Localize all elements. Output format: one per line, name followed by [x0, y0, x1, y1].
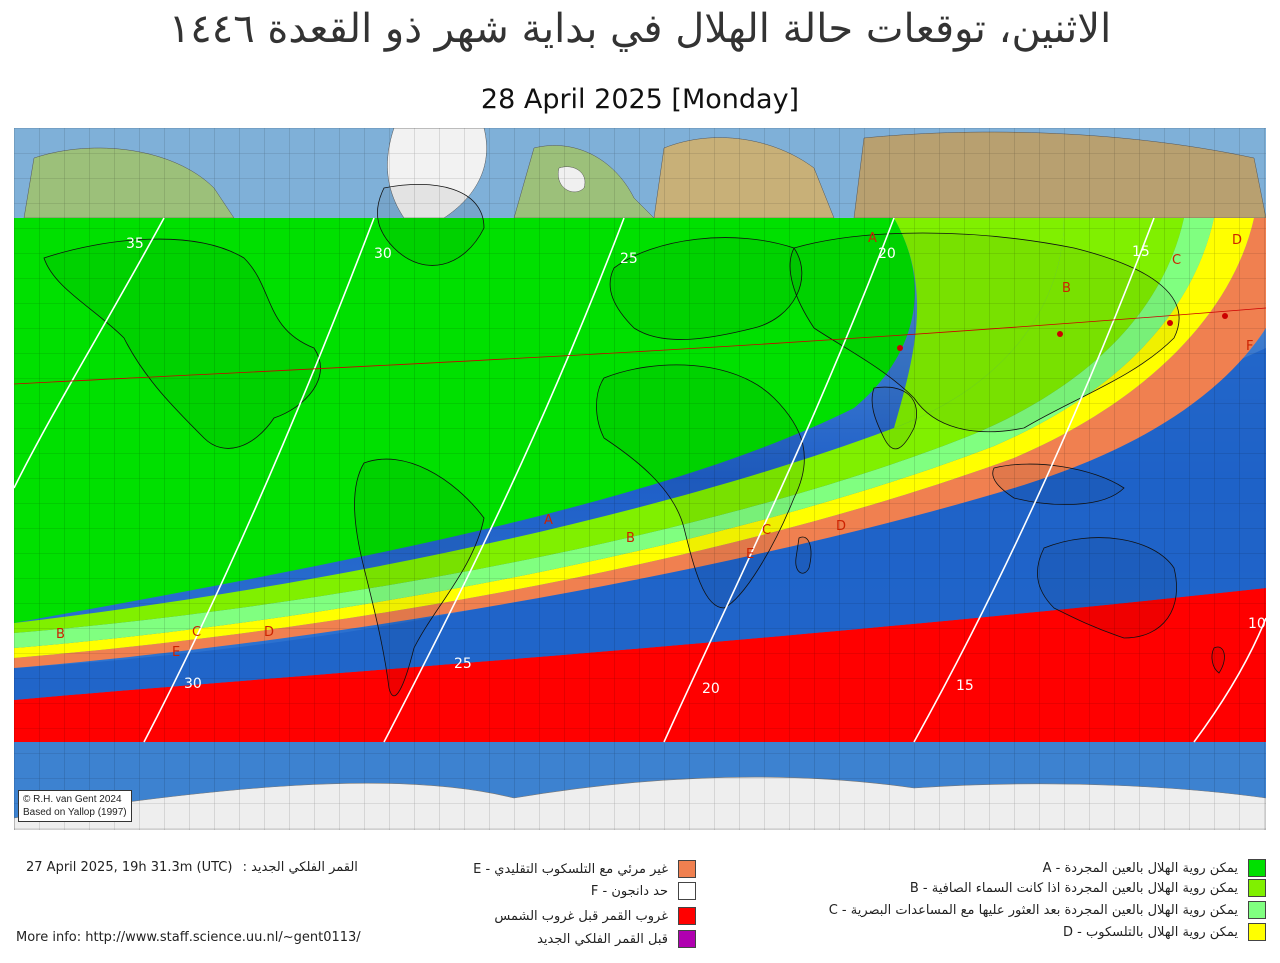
- zone-label-d: D: [264, 625, 274, 640]
- contour-label: 20: [878, 246, 896, 262]
- legend-label: غروب القمر قبل غروب الشمس: [494, 908, 668, 924]
- legend-label: C - يمكن روية الهلال بالعين المجردة بعد …: [828, 902, 1238, 918]
- zone-label-d: D: [1232, 233, 1242, 248]
- legend-swatch-d: [1248, 923, 1266, 941]
- legend-item-before-new-moon: قبل القمر الفلكي الجديد: [537, 930, 696, 948]
- legend-item-b: B - يمكن روية الهلال بالعين المجردة اذا …: [910, 879, 1266, 897]
- contour-label: 25: [454, 656, 472, 672]
- zone-label-b: B: [626, 531, 635, 546]
- legend-item-c: C - يمكن روية الهلال بالعين المجردة بعد …: [829, 901, 1266, 919]
- contour-line: [14, 217, 165, 489]
- zone-label-a: A: [544, 513, 553, 528]
- legend-label: F - حد دانجون: [590, 883, 668, 899]
- legend-swatch-e: [678, 860, 696, 878]
- contour-label: 20: [702, 681, 720, 697]
- zone-label-e: E: [746, 547, 754, 562]
- zone-label-e: E: [172, 645, 180, 660]
- contour-label: 25: [620, 251, 638, 267]
- legend-item-d: D - يمكن روية الهلال بالتلسكوب: [1063, 923, 1266, 941]
- contour-line: [663, 217, 895, 743]
- more-info-link[interactable]: More info: http://www.staff.science.uu.n…: [16, 930, 361, 945]
- zone-label-c: C: [762, 523, 771, 538]
- new-moon-value: 27 April 2025, 19h 31.3m (UTC): [26, 860, 233, 875]
- legend-label: D - يمكن روية الهلال بالتلسكوب: [1063, 924, 1238, 940]
- legend-item-a: A - يمكن روية الهلال بالعين المجردة: [1043, 859, 1266, 877]
- zone-label-c: C: [1172, 253, 1181, 268]
- zone-label-d: D: [836, 519, 846, 534]
- zone-label-b: B: [56, 627, 65, 642]
- zone-label-b: B: [1062, 281, 1071, 296]
- contour-label: 15: [956, 678, 974, 694]
- contour-label: 10: [1248, 616, 1266, 632]
- legend-swatch-before-new-moon: [678, 930, 696, 948]
- contour-line: [913, 217, 1155, 743]
- zone-label-a: A: [868, 231, 877, 246]
- crescent-visibility-map: 35 30 25 30 25 20 15 10 15 20 A B C D E …: [14, 128, 1266, 830]
- map-credit-box: © R.H. van Gent 2024 Based on Yallop (19…: [18, 790, 132, 822]
- sun-moon-path: [14, 307, 1266, 385]
- contour-label: 35: [126, 236, 144, 252]
- page-title-date: 28 April 2025 [Monday]: [480, 84, 800, 115]
- contour-line: [143, 217, 375, 743]
- legend-label: A - يمكن روية الهلال بالعين المجردة: [1042, 860, 1238, 876]
- legend-item-f: F - حد دانجون: [591, 882, 696, 900]
- legend-swatch-c: [1248, 901, 1266, 919]
- contour-labels: 35 30 25 30 25 20 15 10 15 20: [126, 236, 1266, 697]
- legend-swatch-moonset: [678, 907, 696, 925]
- zone-label-f: F: [1246, 339, 1253, 354]
- legend-label: E - غير مرئي مع التلسكوب التقليدي: [473, 861, 668, 877]
- legend-label: B - يمكن روية الهلال بالعين المجردة اذا …: [909, 880, 1238, 896]
- legend-swatch-a: [1248, 859, 1266, 877]
- zone-letter-labels: A B C D E B C D E A B C D F: [56, 231, 1253, 660]
- legend-swatch-f: [678, 882, 696, 900]
- contour-label: 30: [374, 246, 392, 262]
- new-moon-info: 27 April 2025, 19h 31.3m (UTC) القمر الف…: [26, 860, 358, 875]
- legend-item-moonset: غروب القمر قبل غروب الشمس: [494, 907, 696, 925]
- legend-label: قبل القمر الفلكي الجديد: [537, 931, 668, 947]
- map-grid: [14, 128, 1266, 830]
- credit-source: Based on Yallop (1997): [23, 807, 127, 818]
- credit-author: © R.H. van Gent 2024: [23, 794, 122, 805]
- altitude-contours: [14, 217, 1266, 743]
- legend-item-e: E - غير مرئي مع التلسكوب التقليدي: [473, 860, 696, 878]
- contour-label: 15: [1132, 244, 1150, 260]
- page-title-arabic: الاثنين، توقعات حالة الهلال في بداية شهر…: [168, 6, 1112, 52]
- contour-label: 30: [184, 676, 202, 692]
- contour-line: [1193, 617, 1266, 743]
- contour-line: [383, 217, 625, 743]
- zone-label-c: C: [192, 625, 201, 640]
- legend-swatch-b: [1248, 879, 1266, 897]
- new-moon-label: القمر الفلكي الجديد :: [242, 860, 358, 875]
